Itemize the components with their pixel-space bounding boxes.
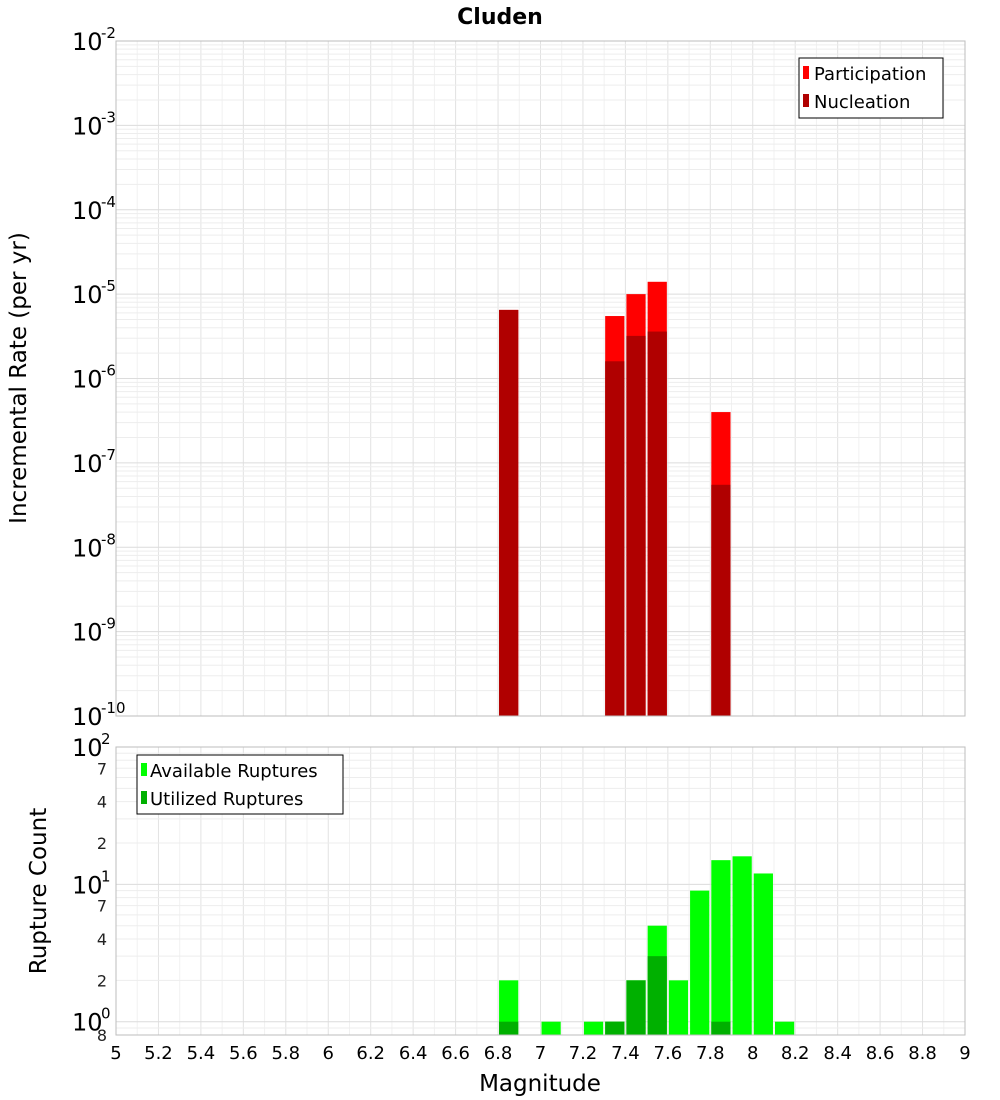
available-legend-label: Available Ruptures	[150, 761, 318, 782]
available-ruptures-bar	[583, 1021, 604, 1035]
utilized-ruptures-bar	[605, 1021, 625, 1035]
participation-legend-label: Participation	[814, 64, 926, 85]
utilized-legend-swatch	[141, 791, 147, 804]
utilized-legend-label: Utilized Ruptures	[150, 789, 303, 810]
top-y-axis-label: Incremental Rate (per yr)	[6, 232, 32, 524]
top-y-tick-label: 10	[72, 703, 103, 731]
x-tick-label: 7.6	[654, 1043, 683, 1064]
top-legend-box	[798, 57, 944, 119]
top-y-tick-label: 10	[72, 366, 103, 394]
x-tick-label: 8.8	[908, 1043, 937, 1064]
available-legend-swatch	[141, 763, 147, 776]
top-bars	[499, 281, 731, 716]
available-ruptures-bar	[774, 1021, 795, 1035]
x-tick-label: 6.6	[441, 1043, 470, 1064]
bottom-y-minor-tick-label: 7	[97, 759, 107, 778]
utilized-ruptures-bar	[499, 1021, 519, 1035]
x-tick-label: 7.4	[611, 1043, 640, 1064]
top-y-tick-label: 10	[72, 619, 103, 647]
top-y-tick-exponent: -3	[101, 108, 116, 126]
x-tick-label: 8.6	[866, 1043, 895, 1064]
available-ruptures-bar	[541, 1021, 561, 1035]
top-y-tick-exponent: -5	[101, 277, 116, 295]
top-y-tick-exponent: -4	[101, 193, 116, 211]
top-y-tick-label: 10	[72, 28, 103, 56]
x-tick-label: 6	[323, 1043, 334, 1064]
bottom-plot-frame	[115, 746, 966, 1036]
bottom-y-minor-tick-label: 8	[97, 1026, 107, 1045]
x-tick-label: 8	[747, 1043, 758, 1064]
top-y-tick-exponent: -7	[101, 446, 116, 464]
nucleation-bar	[605, 361, 625, 716]
bottom-bars	[499, 856, 795, 1035]
utilized-ruptures-bar	[647, 956, 667, 1035]
nucleation-bar	[626, 335, 646, 716]
top-plot-frame	[115, 40, 966, 717]
bottom-y-tick-label: 10	[72, 1009, 103, 1037]
x-axis-label: Magnitude	[479, 1071, 601, 1097]
top-y-tick-label: 10	[72, 112, 103, 140]
bottom-y-tick-exponent: 0	[101, 1005, 111, 1023]
top-y-tick-exponent: -6	[101, 362, 116, 380]
x-tick-label: 5.8	[271, 1043, 300, 1064]
x-tick-label: 5	[110, 1043, 121, 1064]
bottom-y-minor-tick-label: 2	[97, 834, 107, 853]
utilized-ruptures-bar	[711, 1021, 731, 1035]
x-tick-label: 6.4	[399, 1043, 428, 1064]
top-y-tick-label: 10	[72, 450, 103, 478]
top-y-tick-label: 10	[72, 281, 103, 309]
top-y-tick-exponent: -9	[101, 615, 116, 633]
x-tick-label: 9	[959, 1043, 970, 1064]
available-ruptures-bar	[668, 980, 689, 1035]
bottom-legend-box	[136, 754, 344, 815]
top-y-tick-exponent: -8	[101, 530, 116, 548]
x-tick-label: 6.8	[484, 1043, 513, 1064]
bottom-legend: Available Ruptures Utilized Ruptures	[136, 754, 344, 815]
utilized-ruptures-bar	[626, 980, 646, 1035]
top-legend: Participation Nucleation	[798, 57, 944, 119]
x-tick-label: 5.4	[187, 1043, 216, 1064]
x-tick-label: 7.8	[696, 1043, 725, 1064]
chart-title: Cluden	[457, 5, 543, 30]
available-ruptures-bar	[499, 980, 519, 1035]
x-tick-label: 8.2	[781, 1043, 810, 1064]
x-tick-label: 5.6	[229, 1043, 258, 1064]
nucleation-legend-swatch	[803, 94, 809, 107]
available-ruptures-bar	[732, 856, 752, 1035]
bottom-y-minor-tick-label: 7	[97, 897, 107, 916]
nucleation-bar	[499, 309, 519, 716]
bottom-y-tick-exponent: 1	[101, 867, 111, 885]
participation-legend-swatch	[803, 66, 809, 79]
top-y-tick-label: 10	[72, 534, 103, 562]
top-y-tick-exponent: -2	[101, 24, 116, 42]
bottom-y-tick-label: 10	[72, 871, 103, 899]
x-tick-label: 7	[535, 1043, 546, 1064]
bottom-y-minor-tick-label: 4	[97, 793, 107, 812]
x-tick-label: 5.2	[144, 1043, 173, 1064]
bottom-y-minor-tick-label: 2	[97, 971, 107, 990]
x-tick-label: 8.4	[823, 1043, 852, 1064]
available-ruptures-bar	[690, 890, 710, 1035]
top-grid	[115, 41, 966, 717]
available-ruptures-bar	[711, 860, 731, 1035]
nucleation-bar	[647, 331, 667, 716]
top-y-tick-label: 10	[72, 197, 103, 225]
x-tick-labels: 5 5.2 5.4 5.6 5.8 6 6.2 6.4 6.6 6.8 7 7.2 7.4 7.6 7.8 8…	[110, 1043, 970, 1064]
bottom-y-minor-tick-label: 4	[97, 930, 107, 949]
x-tick-label: 6.2	[356, 1043, 385, 1064]
top-y-tick-exponent: -10	[101, 699, 126, 717]
nucleation-bar	[711, 484, 731, 716]
available-ruptures-bar	[753, 873, 773, 1035]
bottom-y-tick-label: 10	[72, 734, 103, 762]
bottom-y-tick-exponent: 2	[101, 730, 111, 748]
nucleation-legend-label: Nucleation	[814, 92, 910, 113]
x-tick-label: 7.2	[569, 1043, 598, 1064]
bottom-y-axis-label: Rupture Count	[26, 808, 52, 974]
